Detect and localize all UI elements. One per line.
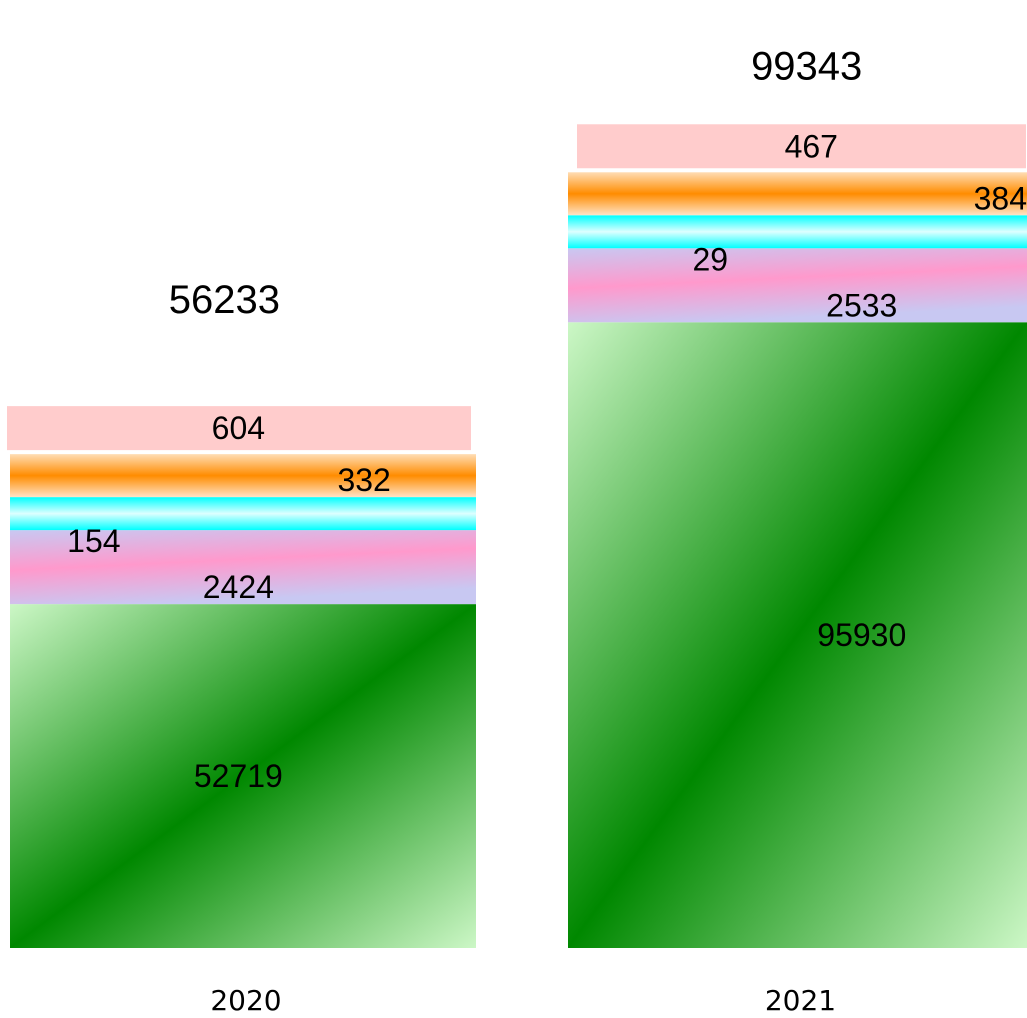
data-label-segment-cyan-2020: 154	[67, 523, 120, 559]
segment-green-2021	[568, 322, 1027, 948]
segment-green-2020	[10, 604, 476, 948]
labels-layer: 52719 2424 154 332 604 56233 2020 95930 2533 29 38…	[67, 44, 1027, 1017]
data-label-segment-pink-2020: 2424	[203, 569, 274, 605]
x-tick-label-2020: 2020	[210, 984, 281, 1017]
segment-orange-2020	[10, 454, 476, 498]
segment-pink-2021	[568, 248, 1027, 323]
data-label-segment-green-2021: 95930	[817, 617, 906, 653]
segment-rose-2020	[7, 406, 471, 451]
segment-rose-2021	[577, 124, 1026, 169]
total-label-2020: 56233	[169, 278, 280, 322]
data-label-segment-orange-2021: 384	[974, 180, 1027, 216]
data-label-segment-pink-2021: 2533	[826, 287, 897, 323]
x-tick-label-2021: 2021	[765, 984, 836, 1017]
segment-pink-2020	[10, 530, 476, 605]
data-label-segment-orange-2020: 332	[337, 462, 390, 498]
segment-cyan-2020	[10, 497, 476, 531]
data-label-segment-green-2020: 52719	[194, 758, 283, 794]
segment-orange-2021	[568, 172, 1027, 216]
data-label-segment-rose-2021: 467	[785, 128, 838, 164]
total-label-2021: 99343	[751, 44, 862, 88]
segment-cyan-2021	[568, 215, 1027, 249]
bars-layer	[7, 124, 1027, 948]
data-label-segment-cyan-2021: 29	[692, 241, 728, 277]
data-label-segment-rose-2020: 604	[212, 410, 265, 446]
